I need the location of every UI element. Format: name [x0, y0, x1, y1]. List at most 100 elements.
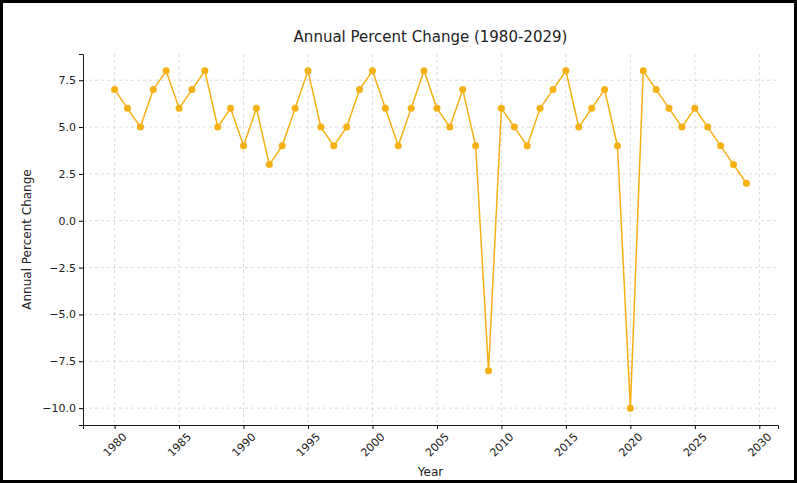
tick: −2.5: [49, 262, 83, 275]
axis-line: [84, 426, 779, 430]
tick: 0.0: [59, 215, 84, 228]
grid-line: [83, 173, 778, 174]
tick-mark: [79, 268, 83, 269]
marker: [395, 142, 402, 149]
tick-label: −10.0: [42, 402, 76, 415]
marker: [292, 105, 299, 112]
grid-line: [83, 408, 778, 409]
tick: −5.0: [49, 308, 83, 321]
marker: [743, 180, 750, 187]
tick-label: 2025: [681, 431, 710, 460]
marker: [653, 86, 660, 93]
marker: [433, 105, 440, 112]
marker: [485, 367, 492, 374]
plot: 1980198519901995200020052010201520202025…: [42, 54, 778, 459]
grid-line: [83, 127, 778, 128]
tick: 7.5: [59, 74, 84, 87]
tick-label: 2010: [487, 431, 516, 460]
marker: [588, 105, 595, 112]
x-axis: 1980198519901995200020052010201520202025…: [84, 425, 779, 459]
marker: [176, 105, 183, 112]
marker: [421, 67, 428, 74]
marker: [227, 105, 234, 112]
marker: [201, 67, 208, 74]
marker: [356, 86, 363, 93]
tick-label: 1980: [101, 431, 130, 460]
grid-line: [83, 220, 778, 221]
marker: [408, 105, 415, 112]
grid-line: [308, 54, 309, 425]
x-axis-title: Year: [417, 465, 443, 479]
line: [115, 71, 747, 408]
tick: −7.5: [49, 355, 83, 368]
tick-label: 2000: [358, 431, 387, 460]
tick-mark: [79, 221, 83, 222]
tick-label: 5.0: [59, 121, 77, 134]
tick-label: 0.0: [59, 215, 77, 228]
marker: [111, 86, 118, 93]
tick: 1985: [165, 425, 194, 459]
tick-mark: [79, 127, 83, 128]
marker: [678, 124, 685, 131]
marker: [150, 86, 157, 93]
marker: [305, 67, 312, 74]
tick-mark: [437, 425, 438, 429]
tick: 1980: [101, 425, 130, 459]
marker: [253, 105, 260, 112]
grid-line: [565, 54, 566, 425]
marker: [666, 105, 673, 112]
tick: 2015: [552, 425, 581, 459]
marker: [524, 142, 531, 149]
tick: 1990: [230, 425, 259, 459]
tick-label: 2.5: [59, 168, 77, 181]
marker: [575, 124, 582, 131]
tick-mark: [501, 425, 502, 429]
grid-line: [630, 54, 631, 425]
tick: 2010: [487, 425, 516, 459]
tick-label: 1990: [230, 431, 259, 460]
tick-label: 1995: [294, 431, 323, 460]
grid-line: [83, 80, 778, 81]
tick-label: 2015: [552, 431, 581, 460]
tick-mark: [630, 425, 631, 429]
tick-label: 1985: [165, 431, 194, 460]
marker: [472, 142, 479, 149]
tick-label: 2030: [745, 431, 774, 460]
grid-line: [372, 54, 373, 425]
marker: [188, 86, 195, 93]
grid-line: [83, 267, 778, 268]
tick-mark: [372, 425, 373, 429]
frame: [2, 2, 796, 482]
tick: 2005: [423, 425, 452, 459]
marker: [562, 67, 569, 74]
tick-label: 7.5: [59, 74, 77, 87]
marker: [537, 105, 544, 112]
grid-line: [243, 54, 244, 425]
tick: 2.5: [59, 168, 84, 181]
tick-label: −5.0: [49, 308, 76, 321]
marker: [691, 105, 698, 112]
y-axis: −10.0 −7.5 −5.0 −2.5 0.0 2.5 5.0 7.5: [42, 55, 83, 426]
tick: 5.0: [59, 121, 84, 134]
tick-label: −2.5: [49, 262, 76, 275]
tick-label: 2005: [423, 431, 452, 460]
marker: [730, 161, 737, 168]
marker: [137, 124, 144, 131]
marker: [511, 124, 518, 131]
marker: [382, 105, 389, 112]
tick: 2000: [358, 425, 387, 459]
axis-line: [79, 55, 84, 426]
tick-mark: [759, 425, 760, 429]
tick-mark: [179, 425, 180, 429]
marker: [279, 142, 286, 149]
tick: 1995: [294, 425, 323, 459]
tick-mark: [79, 314, 83, 315]
marker: [704, 124, 711, 131]
tick: −10.0: [42, 402, 83, 415]
tick-mark: [115, 425, 116, 429]
title: Annual Percent Change (1980-2029): [294, 28, 568, 46]
marker: [446, 124, 453, 131]
tick: 2025: [681, 425, 710, 459]
tick-label: −7.5: [49, 355, 76, 368]
grid-line: [759, 54, 760, 425]
